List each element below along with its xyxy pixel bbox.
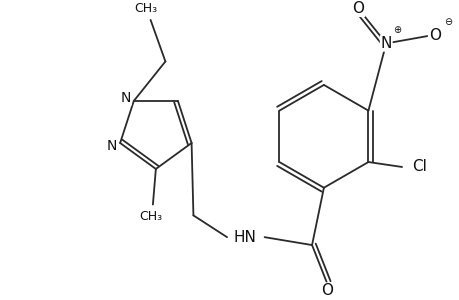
Text: CH₃: CH₃ <box>139 210 162 223</box>
Text: N: N <box>380 36 391 51</box>
Text: Cl: Cl <box>411 160 426 175</box>
Text: O: O <box>428 28 440 43</box>
Text: HN: HN <box>233 230 256 245</box>
Text: O: O <box>320 283 332 298</box>
Text: ⊕: ⊕ <box>392 25 400 34</box>
Text: N: N <box>120 91 131 105</box>
Text: O: O <box>352 1 364 16</box>
Text: ⊖: ⊖ <box>443 17 452 27</box>
Text: CH₃: CH₃ <box>134 2 157 15</box>
Text: N: N <box>107 139 117 153</box>
